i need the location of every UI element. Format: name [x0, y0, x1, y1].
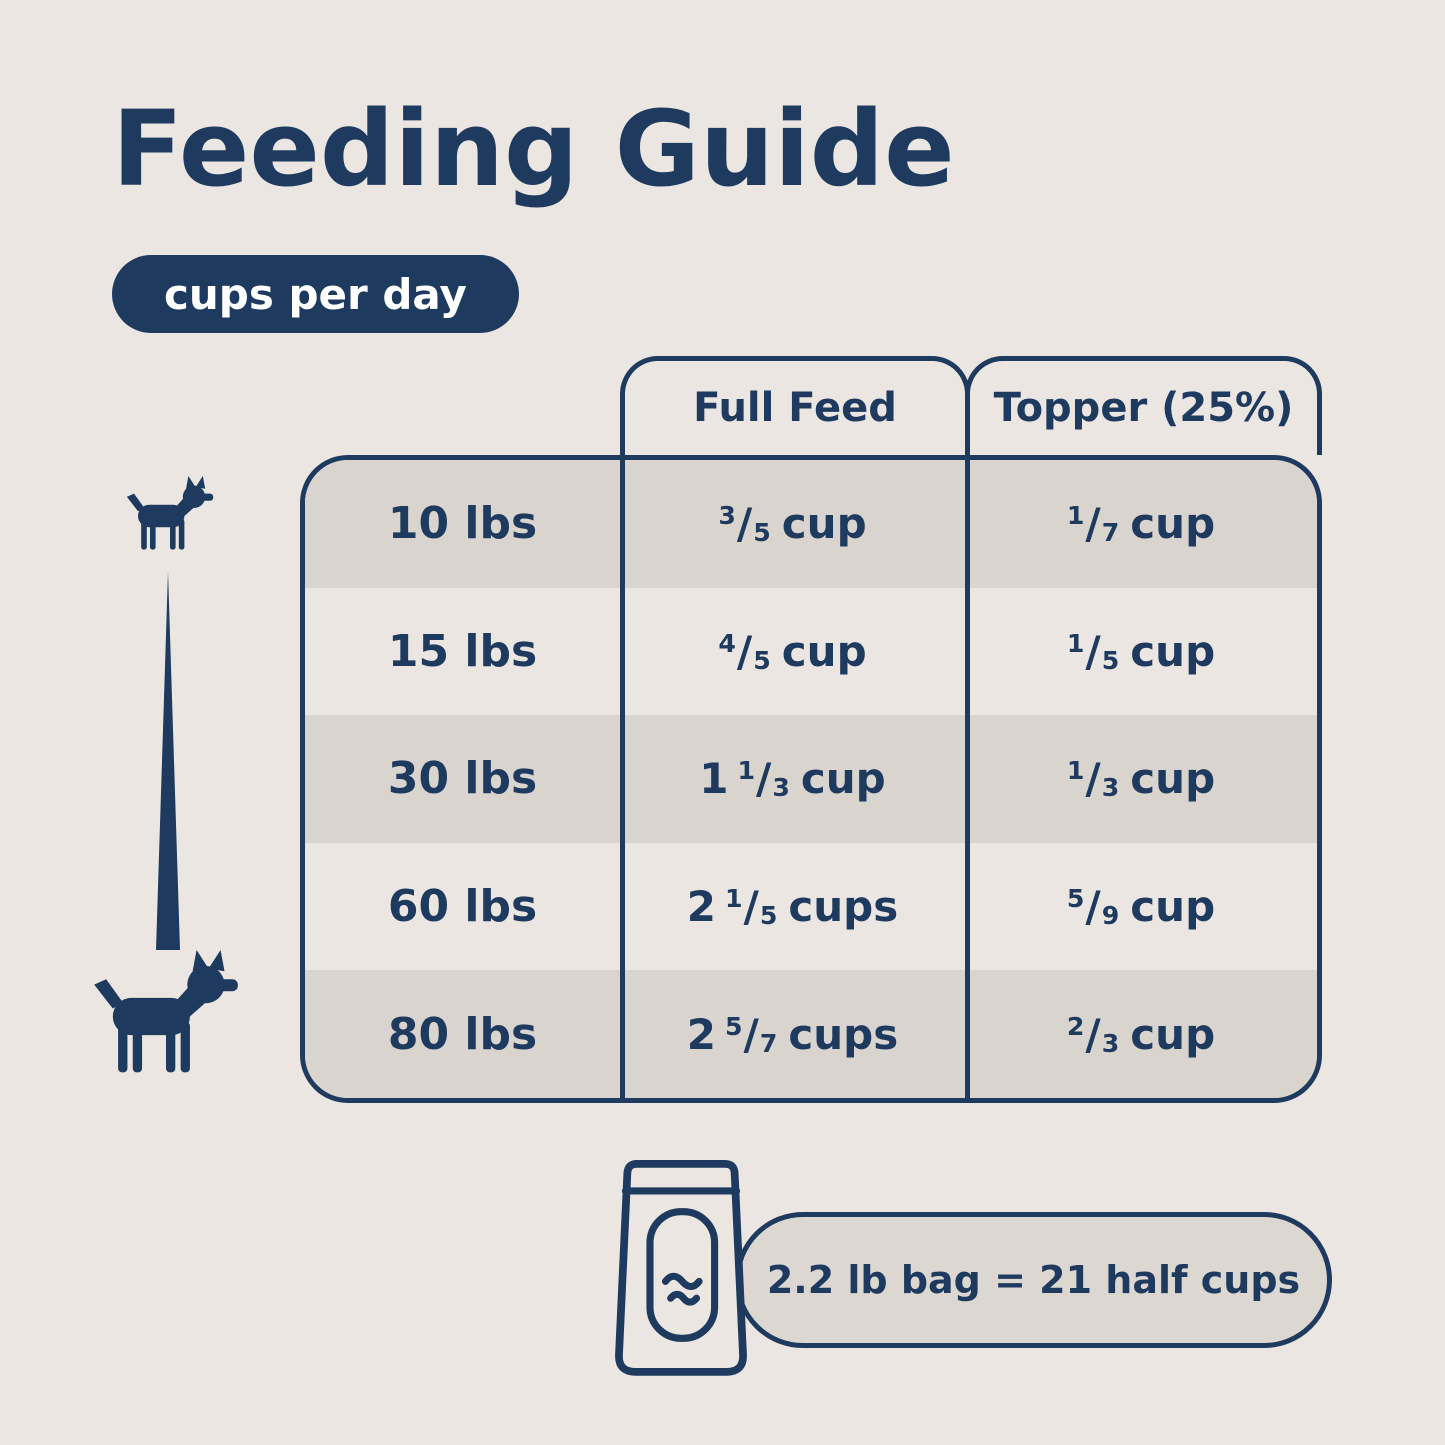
feeding-table: 10 lbs 3/5 cup 1/7 cup 15 lbs 4/5 cup 1/5 cu…	[300, 455, 1322, 1103]
topper-header-label: Topper (25%)	[993, 385, 1294, 431]
weight-cell: 60 lbs	[387, 881, 538, 933]
full-feed-header-label: Full Feed	[693, 385, 897, 431]
quantity-value: 2 5/7 cups	[686, 1009, 899, 1059]
large-dog-icon	[94, 950, 238, 1073]
table-row: 30 lbs 1 1/3 cup 1/3 cup	[305, 715, 1317, 843]
size-range-spike	[156, 572, 180, 950]
quantity-value: 5/9 cup	[1066, 882, 1216, 932]
table-row: 15 lbs 4/5 cup 1/5 cup	[305, 588, 1317, 716]
quantity-value: 1/7 cup	[1066, 499, 1216, 549]
feeding-table-rows: 10 lbs 3/5 cup 1/7 cup 15 lbs 4/5 cup 1/5 cu…	[305, 460, 1317, 1098]
topper-cell: 1/7 cup	[965, 460, 1317, 588]
dog-food-bag-icon	[615, 1159, 747, 1376]
full-feed-cell: 2 1/5 cups	[620, 843, 965, 971]
cups-per-day-badge: cups per day	[112, 255, 519, 333]
column-divider	[620, 460, 625, 1098]
badge-label: cups per day	[164, 269, 467, 319]
weight-cell: 80 lbs	[387, 1008, 538, 1060]
column-divider	[965, 460, 970, 1098]
full-feed-cell: 4/5 cup	[620, 588, 965, 716]
quantity-value: 2 1/5 cups	[686, 882, 899, 932]
quantity-value: 4/5 cup	[718, 626, 867, 676]
weight-cell: 10 lbs	[387, 498, 538, 550]
full-feed-cell: 3/5 cup	[620, 460, 965, 588]
table-row: 60 lbs 2 1/5 cups 5/9 cup	[305, 843, 1317, 971]
bag-note-text: 2.2 lb bag = 21 half cups	[766, 1258, 1301, 1302]
quantity-value: 1/3 cup	[1066, 754, 1216, 804]
topper-cell: 2/3 cup	[965, 970, 1317, 1098]
quantity-value: 2/3 cup	[1066, 1009, 1216, 1059]
weight-cell: 30 lbs	[387, 753, 538, 805]
topper-cell: 1/3 cup	[965, 715, 1317, 843]
page-title: Feeding Guide	[112, 88, 955, 210]
topper-cell: 1/5 cup	[965, 588, 1317, 716]
quantity-value: 1/5 cup	[1066, 626, 1216, 676]
weight-cell: 15 lbs	[387, 625, 538, 677]
bag-note-pill: 2.2 lb bag = 21 half cups	[735, 1212, 1332, 1348]
full-feed-cell: 2 5/7 cups	[620, 970, 965, 1098]
quantity-value: 3/5 cup	[718, 499, 867, 549]
small-dog-icon	[126, 476, 214, 550]
topper-cell: 5/9 cup	[965, 843, 1317, 971]
column-header-topper: Topper (25%)	[965, 356, 1322, 455]
table-row: 10 lbs 3/5 cup 1/7 cup	[305, 460, 1317, 588]
full-feed-cell: 1 1/3 cup	[620, 715, 965, 843]
quantity-value: 1 1/3 cup	[699, 754, 886, 804]
column-header-full-feed: Full Feed	[620, 356, 970, 455]
table-row: 80 lbs 2 5/7 cups 2/3 cup	[305, 970, 1317, 1098]
